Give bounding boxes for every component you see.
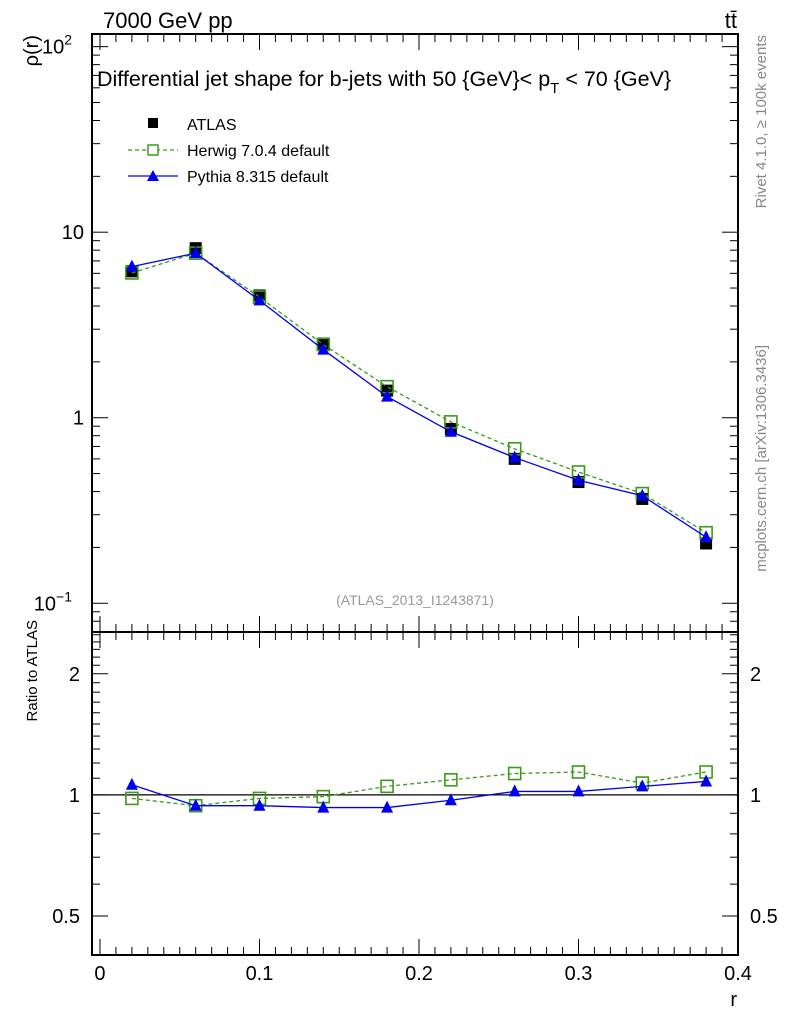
- pythia-point: [508, 784, 521, 797]
- main-plot: 102 10 1 10−1: [34, 32, 739, 955]
- legend-herwig-marker: [147, 144, 159, 156]
- ratio-y-tick-label-right: 2: [750, 664, 761, 686]
- pythia-line: [131, 252, 707, 538]
- ratio-plot: 0 0.1 0.2 0.3 0.4 0.5 0.5 1 1 2 2: [52, 631, 778, 985]
- ratio-y-tick-label-right: 0.5: [750, 906, 778, 928]
- x-tick-label: 0.4: [724, 963, 752, 985]
- legend-pythia-marker: [147, 170, 159, 181]
- pythia-ratio-line: [131, 780, 707, 809]
- pythia-point: [572, 784, 585, 797]
- legend: ATLAS Herwig 7.0.4 default Pythia 8.315 …: [128, 117, 330, 186]
- legend-herwig-label: Herwig 7.0.4 default: [187, 143, 330, 160]
- y-tick-label: 10: [62, 222, 84, 244]
- legend-atlas-marker: [148, 118, 158, 128]
- pythia-point: [317, 800, 330, 813]
- header-left: 7000 GeV pp: [103, 8, 233, 33]
- pythia-point: [444, 793, 457, 806]
- watermark: (ATLAS_2013_I1243871): [336, 592, 494, 608]
- pythia-point: [444, 424, 457, 437]
- y-tick-label: 102: [42, 32, 72, 59]
- ratio-y-tick-label-right: 1: [750, 785, 761, 807]
- y-tick-label: 10−1: [34, 588, 72, 615]
- ratio-y-axis-label: Ratio to ATLAS: [24, 620, 41, 721]
- legend-atlas-label: ATLAS: [187, 117, 237, 134]
- herwig-point: [444, 773, 458, 787]
- x-axis-label: r: [730, 989, 737, 1011]
- plot-title: Differential jet shape for b-jets with 5…: [97, 67, 671, 97]
- y-tick-label: 1: [73, 408, 84, 430]
- pythia-point: [381, 389, 394, 402]
- pythia-point: [125, 777, 138, 790]
- ratio-frame: [91, 631, 739, 956]
- pythia-point: [636, 779, 649, 792]
- x-tick-label: 0: [94, 963, 105, 985]
- ratio-y-tick-label: 0.5: [52, 906, 80, 928]
- pythia-point: [253, 798, 266, 811]
- rivet-label: Rivet 4.1.0, ≥ 100k events: [753, 35, 770, 208]
- y-axis-label: ρ(r): [21, 35, 43, 66]
- pythia-point: [700, 774, 713, 787]
- pythia-point: [189, 798, 202, 811]
- pythia-point: [636, 488, 649, 501]
- ratio-y-tick-label: 1: [69, 785, 80, 807]
- header-right: tt̄: [725, 8, 737, 33]
- x-tick-label: 0.3: [565, 963, 593, 985]
- pythia-point: [189, 246, 202, 259]
- pythia-point: [572, 473, 585, 486]
- pythia-point: [317, 342, 330, 355]
- pythia-point: [700, 530, 713, 543]
- pythia-point: [253, 293, 266, 306]
- legend-pythia-label: Pythia 8.315 default: [187, 169, 329, 186]
- herwig-point: [571, 765, 586, 779]
- herwig-point: [380, 779, 394, 794]
- pythia-point: [508, 450, 521, 463]
- mcplots-label: mcplots.cern.ch [arXiv:1306.3436]: [753, 345, 770, 572]
- x-tick-label: 0.1: [246, 963, 274, 985]
- herwig-ratio-line: [131, 771, 707, 807]
- pythia-point: [125, 259, 138, 272]
- pythia-point: [381, 800, 394, 813]
- herwig-point: [125, 791, 139, 806]
- x-tick-label: 0.2: [405, 963, 433, 985]
- ratio-y-tick-label: 2: [69, 664, 80, 686]
- herwig-point: [507, 766, 522, 781]
- herwig-line: [131, 252, 707, 534]
